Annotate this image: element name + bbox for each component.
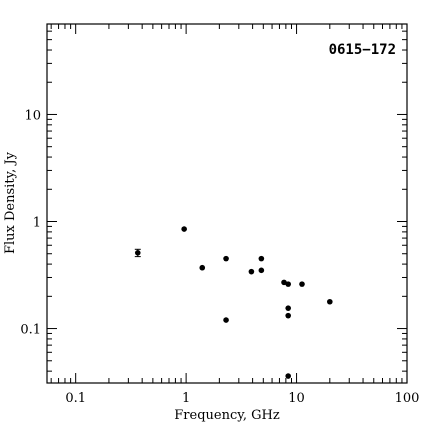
tick-labels: 0.1 1 10 100 0.1 1 10 xyxy=(20,108,419,406)
axis-ticks xyxy=(47,23,408,383)
x-axis-label: Frequency, GHz xyxy=(174,408,280,423)
x-tick-label: 10 xyxy=(288,391,305,406)
data-point xyxy=(299,281,305,287)
y-tick-label: 10 xyxy=(24,108,41,123)
data-point xyxy=(199,264,206,271)
data-point xyxy=(285,281,291,287)
data-point xyxy=(285,305,291,311)
data-point xyxy=(258,267,265,274)
data-point xyxy=(223,317,229,323)
x-tick-label: 1 xyxy=(182,391,190,406)
data-point xyxy=(248,268,255,275)
data-point xyxy=(223,255,229,262)
chart-title: 0615−172 xyxy=(329,42,396,58)
data-point xyxy=(285,312,291,319)
data-point xyxy=(285,373,291,379)
x-tick-label: 0.1 xyxy=(65,391,86,406)
data-point xyxy=(327,298,333,305)
x-tick-label: 100 xyxy=(395,391,420,406)
plot-frame xyxy=(46,23,408,384)
data-point xyxy=(134,250,141,256)
y-tick-label: 1 xyxy=(33,216,41,231)
data-point xyxy=(258,255,265,262)
data-points xyxy=(134,226,333,379)
y-tick-label: 0.1 xyxy=(20,323,41,338)
data-point xyxy=(181,226,187,232)
y-axis-label: Flux Density, Jy xyxy=(3,151,18,254)
